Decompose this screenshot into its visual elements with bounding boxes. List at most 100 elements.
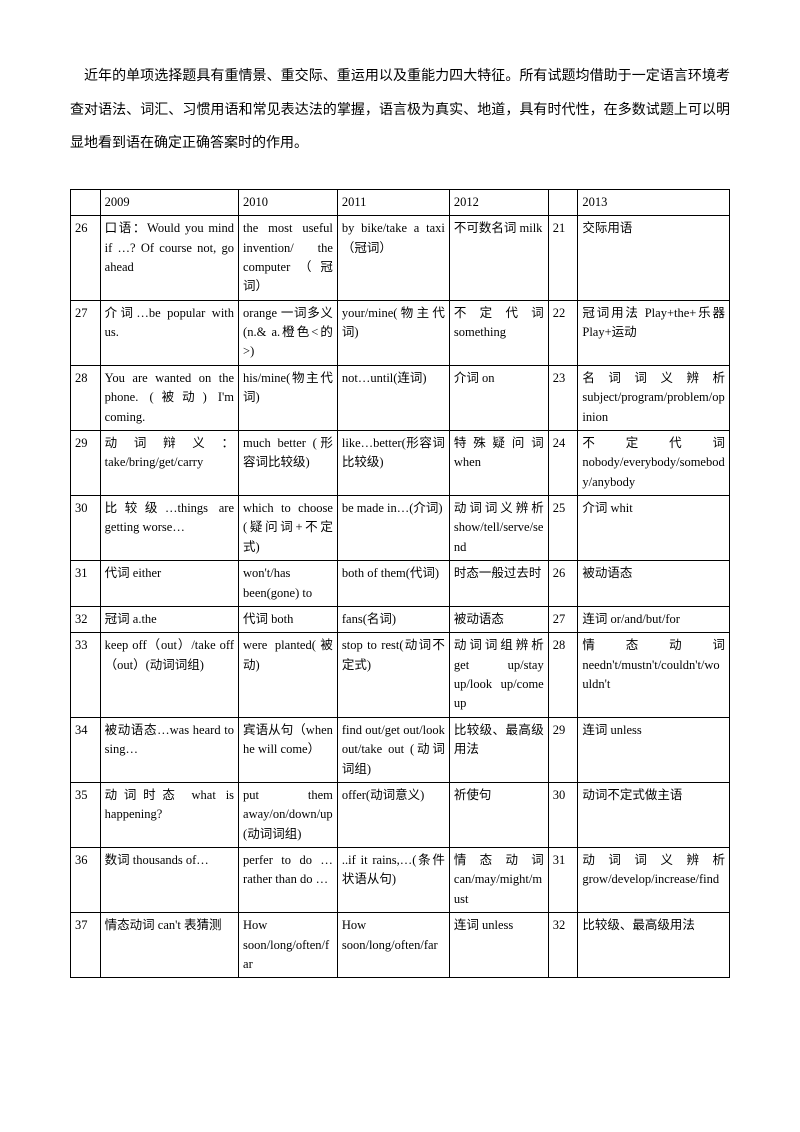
table-cell: 冠词 a.the xyxy=(100,606,238,632)
header-cell: 2011 xyxy=(337,189,449,215)
table-cell: 28 xyxy=(71,365,101,430)
table-cell: 交际用语 xyxy=(578,216,730,301)
table-cell: ..if it rains,…(条件状语从句) xyxy=(337,848,449,913)
table-cell: 30 xyxy=(548,782,578,847)
table-row: 30比较级…things are getting worse…which to … xyxy=(71,496,730,561)
table-row: 31代词 eitherwon't/has been(gone) toboth o… xyxy=(71,561,730,607)
table-cell: You are wanted on the phone. (被动) I'm co… xyxy=(100,365,238,430)
table-cell: 名词词义辨析 subject/program/problem/opinion xyxy=(578,365,730,430)
table-cell: 31 xyxy=(548,848,578,913)
table-cell: 特殊疑问词 when xyxy=(449,430,548,495)
table-cell: won't/has been(gone) to xyxy=(239,561,338,607)
table-cell: 24 xyxy=(548,430,578,495)
table-cell: 26 xyxy=(71,216,101,301)
table-cell: like…better(形容词比较级) xyxy=(337,430,449,495)
table-cell: 口语：Would you mind if …? Of course not, g… xyxy=(100,216,238,301)
table-row: 37情态动词 can't 表猜测How soon/long/often/farH… xyxy=(71,913,730,978)
table-cell: 比较级…things are getting worse… xyxy=(100,496,238,561)
table-cell: not…until(连词) xyxy=(337,365,449,430)
table-cell: 比较级、最高级用法 xyxy=(449,717,548,782)
intro-paragraph: 近年的单项选择题具有重情景、重交际、重运用以及重能力四大特征。所有试题均借助于一… xyxy=(70,60,730,161)
table-cell: 动词词组辨析 get up/stay up/look up/come up xyxy=(449,633,548,718)
header-cell: 2009 xyxy=(100,189,238,215)
table-cell: be made in…(介词) xyxy=(337,496,449,561)
table-cell: stop to rest(动词不定式) xyxy=(337,633,449,718)
table-cell: 36 xyxy=(71,848,101,913)
table-cell: 28 xyxy=(548,633,578,718)
table-cell: 动词不定式做主语 xyxy=(578,782,730,847)
table-cell: 介词 on xyxy=(449,365,548,430)
table-cell: 介词 whit xyxy=(578,496,730,561)
table-cell: 被动语态 xyxy=(449,606,548,632)
table-row: 27介词…be popular with us.orange 一词多义(n.& … xyxy=(71,300,730,365)
table-cell: perfer to do …rather than do … xyxy=(239,848,338,913)
table-cell: 代词 both xyxy=(239,606,338,632)
table-cell: his/mine(物主代词) xyxy=(239,365,338,430)
table-cell: by bike/take a taxi（冠词） xyxy=(337,216,449,301)
table-cell: 32 xyxy=(71,606,101,632)
table-cell: 27 xyxy=(71,300,101,365)
header-cell: 2013 xyxy=(578,189,730,215)
table-cell: were planted(被动) xyxy=(239,633,338,718)
table-row: 28You are wanted on the phone. (被动) I'm … xyxy=(71,365,730,430)
table-cell: 祈使句 xyxy=(449,782,548,847)
table-cell: 35 xyxy=(71,782,101,847)
table-cell: which to choose (疑问词+不定式) xyxy=(239,496,338,561)
header-cell: 2010 xyxy=(239,189,338,215)
table-cell: 25 xyxy=(548,496,578,561)
table-row: 33keep off（out）/take off（out）(动词词组)were … xyxy=(71,633,730,718)
table-cell: 34 xyxy=(71,717,101,782)
table-cell: 32 xyxy=(548,913,578,978)
table-cell: How soon/long/often/far xyxy=(239,913,338,978)
table-cell: 动词词义辨析 grow/develop/increase/find xyxy=(578,848,730,913)
table-cell: 冠词用法 Play+the+乐器 Play+运动 xyxy=(578,300,730,365)
table-cell: 不可数名词 milk xyxy=(449,216,548,301)
table-cell: offer(动词意义) xyxy=(337,782,449,847)
table-row: 29动词辩义：take/bring/get/carrymuch better (… xyxy=(71,430,730,495)
table-cell: 27 xyxy=(548,606,578,632)
table-cell: find out/get out/look out/take out (动词词组… xyxy=(337,717,449,782)
table-cell: keep off（out）/take off（out）(动词词组) xyxy=(100,633,238,718)
table-cell: 动词辩义：take/bring/get/carry xyxy=(100,430,238,495)
table-cell: put them away/on/down/up (动词词组) xyxy=(239,782,338,847)
table-cell: 29 xyxy=(71,430,101,495)
table-cell: 连词 unless xyxy=(449,913,548,978)
table-cell: 37 xyxy=(71,913,101,978)
table-cell: 被动语态 xyxy=(578,561,730,607)
table-row: 36数词 thousands of…perfer to do …rather t… xyxy=(71,848,730,913)
table-cell: 33 xyxy=(71,633,101,718)
header-cell xyxy=(548,189,578,215)
table-cell: much better (形容词比较级) xyxy=(239,430,338,495)
table-cell: 不定代词 nobody/everybody/somebody/anybody xyxy=(578,430,730,495)
table-cell: 动词词义辨析 show/tell/serve/send xyxy=(449,496,548,561)
table-row: 34被动语态…was heard to sing…宾语从句（when he wi… xyxy=(71,717,730,782)
table-cell: 数词 thousands of… xyxy=(100,848,238,913)
table-row: 35动词时态 what is happening?put them away/o… xyxy=(71,782,730,847)
table-cell: 不定代词 something xyxy=(449,300,548,365)
table-cell: 动词时态 what is happening? xyxy=(100,782,238,847)
table-cell: fans(名词) xyxy=(337,606,449,632)
table-cell: your/mine(物主代词) xyxy=(337,300,449,365)
table-cell: 宾语从句（when he will come） xyxy=(239,717,338,782)
table-row: 26口语：Would you mind if …? Of course not,… xyxy=(71,216,730,301)
table-cell: How soon/long/often/far xyxy=(337,913,449,978)
table-cell: 31 xyxy=(71,561,101,607)
table-cell: 26 xyxy=(548,561,578,607)
table-cell: orange 一词多义(n.& a.橙色<的>) xyxy=(239,300,338,365)
table-cell: 被动语态…was heard to sing… xyxy=(100,717,238,782)
table-cell: 29 xyxy=(548,717,578,782)
table-cell: 情态动词 needn't/mustn't/couldn't/wouldn't xyxy=(578,633,730,718)
table-cell: 23 xyxy=(548,365,578,430)
header-cell xyxy=(71,189,101,215)
table-cell: 连词 or/and/but/for xyxy=(578,606,730,632)
table-cell: 连词 unless xyxy=(578,717,730,782)
table-cell: 30 xyxy=(71,496,101,561)
analysis-table: 2009201020112012201326口语：Would you mind … xyxy=(70,189,730,979)
table-cell: the most useful invention/ the computer（… xyxy=(239,216,338,301)
table-cell: both of them(代词) xyxy=(337,561,449,607)
table-cell: 22 xyxy=(548,300,578,365)
table-cell: 情态动词 can/may/might/must xyxy=(449,848,548,913)
table-cell: 比较级、最高级用法 xyxy=(578,913,730,978)
table-cell: 情态动词 can't 表猜测 xyxy=(100,913,238,978)
table-row: 32冠词 a.the代词 bothfans(名词)被动语态27连词 or/and… xyxy=(71,606,730,632)
